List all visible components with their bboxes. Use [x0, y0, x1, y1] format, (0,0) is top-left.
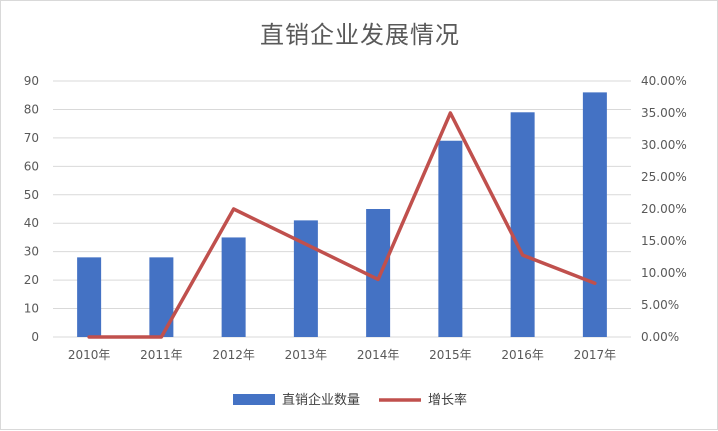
right-tick-label: 20.00%: [641, 202, 687, 216]
left-tick-label: 40: [24, 216, 39, 230]
right-tick-label: 0.00%: [641, 330, 679, 344]
left-tick-label: 10: [24, 302, 39, 316]
legend-label-line: 增长率: [428, 392, 467, 408]
right-tick-label: 25.00%: [641, 170, 687, 184]
bar: [582, 92, 607, 337]
growth-rate-line: [87, 111, 597, 339]
x-tick-label: 2014年: [357, 348, 400, 362]
gridlines: [53, 80, 631, 338]
bar-series: [77, 92, 607, 338]
left-tick-label: 70: [24, 131, 39, 145]
legend-swatch-bar: [233, 394, 275, 405]
chart-title: 直销企业发展情况: [260, 21, 460, 49]
left-tick-label: 50: [24, 188, 39, 202]
left-axis-ticks: 0 10 20 30 40 50 60 70 80 90: [24, 74, 39, 344]
legend-label-bar: 直销企业数量: [282, 392, 360, 408]
left-tick-label: 60: [24, 159, 39, 173]
x-tick-label: 2017年: [574, 348, 617, 362]
x-tick-label: 2012年: [212, 348, 255, 362]
right-tick-label: 15.00%: [641, 234, 687, 248]
right-tick-label: 5.00%: [641, 298, 679, 312]
x-tick-label: 2013年: [285, 348, 328, 362]
right-tick-label: 10.00%: [641, 266, 687, 280]
x-tick-label: 2016年: [501, 348, 544, 362]
legend: 直销企业数量 增长率: [233, 392, 467, 408]
left-tick-label: 80: [24, 102, 39, 116]
right-tick-label: 40.00%: [641, 74, 687, 88]
left-tick-label: 20: [24, 273, 39, 287]
x-tick-label: 2011年: [140, 348, 183, 362]
right-axis-ticks: 0.00% 5.00% 10.00% 15.00% 20.00% 25.00% 30.00%…: [641, 74, 687, 344]
bar: [77, 257, 102, 337]
bar: [438, 140, 463, 337]
bar: [221, 237, 246, 337]
bar: [366, 209, 391, 337]
bar: [510, 112, 535, 338]
line-series: [87, 111, 597, 339]
left-tick-label: 30: [24, 245, 39, 259]
left-tick-label: 90: [24, 74, 39, 88]
x-tick-label: 2010年: [68, 348, 111, 362]
right-tick-label: 35.00%: [641, 106, 687, 120]
x-tick-label: 2015年: [429, 348, 472, 362]
left-tick-label: 0: [31, 330, 39, 344]
x-axis-ticks: 2010年 2011年 2012年 2013年 2014年 2015年 2016年 2017年: [68, 348, 616, 362]
right-tick-label: 30.00%: [641, 138, 687, 152]
bar: [293, 220, 318, 337]
